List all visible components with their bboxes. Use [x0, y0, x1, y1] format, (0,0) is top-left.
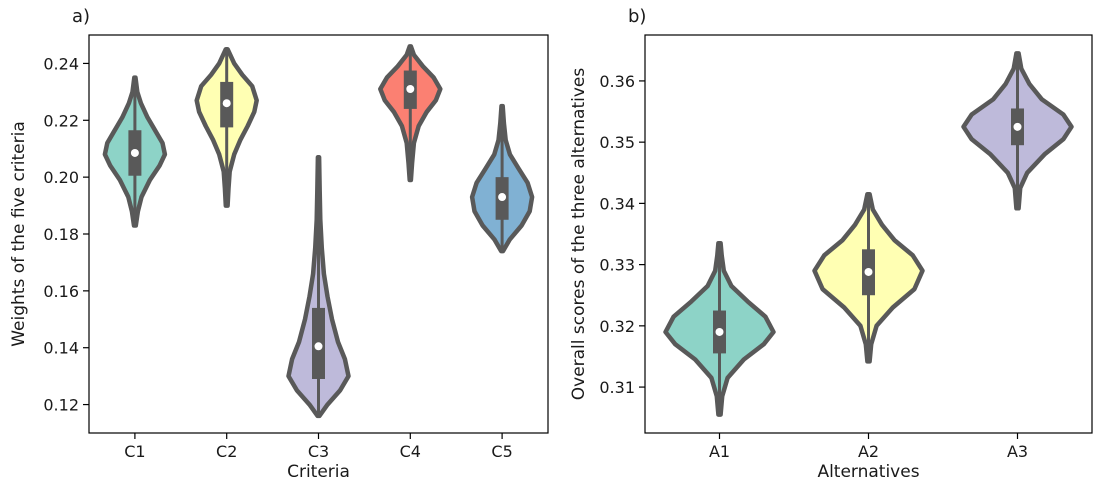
- x-axis-label: Criteria: [287, 462, 350, 482]
- x-tick-label: C1: [124, 442, 145, 461]
- violin-median-dot: [130, 148, 139, 157]
- x-tick-label: C4: [400, 442, 421, 461]
- panel-label: b): [628, 6, 646, 27]
- violin-median-dot: [1013, 122, 1022, 131]
- y-tick-label: 0.16: [43, 282, 79, 301]
- x-tick-label: C5: [491, 442, 512, 461]
- y-tick-label: 0.31: [599, 378, 635, 397]
- x-tick-label: A2: [858, 442, 879, 461]
- x-tick-label: A1: [709, 442, 730, 461]
- chart-panel-1: 0.12 0.14 0.16 0.18 0.20 0.22 0.24 C1 C2 C3 C4 C5 Cr…: [9, 6, 549, 482]
- y-tick-label: 0.34: [599, 194, 635, 213]
- violin-A3: [961, 51, 1074, 211]
- x-tick-label: C3: [308, 442, 329, 461]
- y-tick-label: 0.22: [43, 111, 79, 130]
- x-tick-label: A3: [1007, 442, 1028, 461]
- y-tick-label: 0.33: [599, 256, 635, 275]
- y-axis-label: Weights of the five criteria: [9, 121, 29, 347]
- panel-label: a): [72, 6, 90, 27]
- violin-C2: [194, 46, 259, 208]
- y-tick-label: 0.36: [599, 72, 635, 91]
- violin-median-dot: [864, 267, 873, 276]
- violin-A2: [812, 191, 925, 364]
- violin-median-dot: [715, 327, 724, 336]
- violin-median-dot: [498, 193, 507, 202]
- y-axis-label: Overall scores of the three alternatives: [569, 68, 589, 401]
- violin-C3: [286, 154, 351, 419]
- y-tick-label: 0.20: [43, 168, 79, 187]
- y-tick-label: 0.14: [43, 339, 79, 358]
- violin-median-dot: [222, 99, 231, 108]
- y-tick-label: 0.35: [599, 133, 635, 152]
- x-tick-label: C2: [216, 442, 237, 461]
- violin-A1: [663, 240, 776, 417]
- y-tick-label: 0.32: [599, 317, 635, 336]
- violin-C1: [102, 75, 168, 228]
- y-tick-label: 0.12: [43, 396, 79, 415]
- violin-C4: [378, 44, 443, 183]
- violin-C5: [469, 103, 535, 254]
- y-tick-label: 0.18: [43, 225, 79, 244]
- y-tick-label: 0.24: [43, 54, 79, 73]
- violin-median-dot: [314, 342, 323, 351]
- x-axis-label: Alternatives: [817, 462, 919, 482]
- chart-panel-2: 0.31 0.32 0.33 0.34 0.35 0.36 A1 A2 A3 Alternativ…: [569, 6, 1093, 482]
- violin-median-dot: [406, 85, 415, 94]
